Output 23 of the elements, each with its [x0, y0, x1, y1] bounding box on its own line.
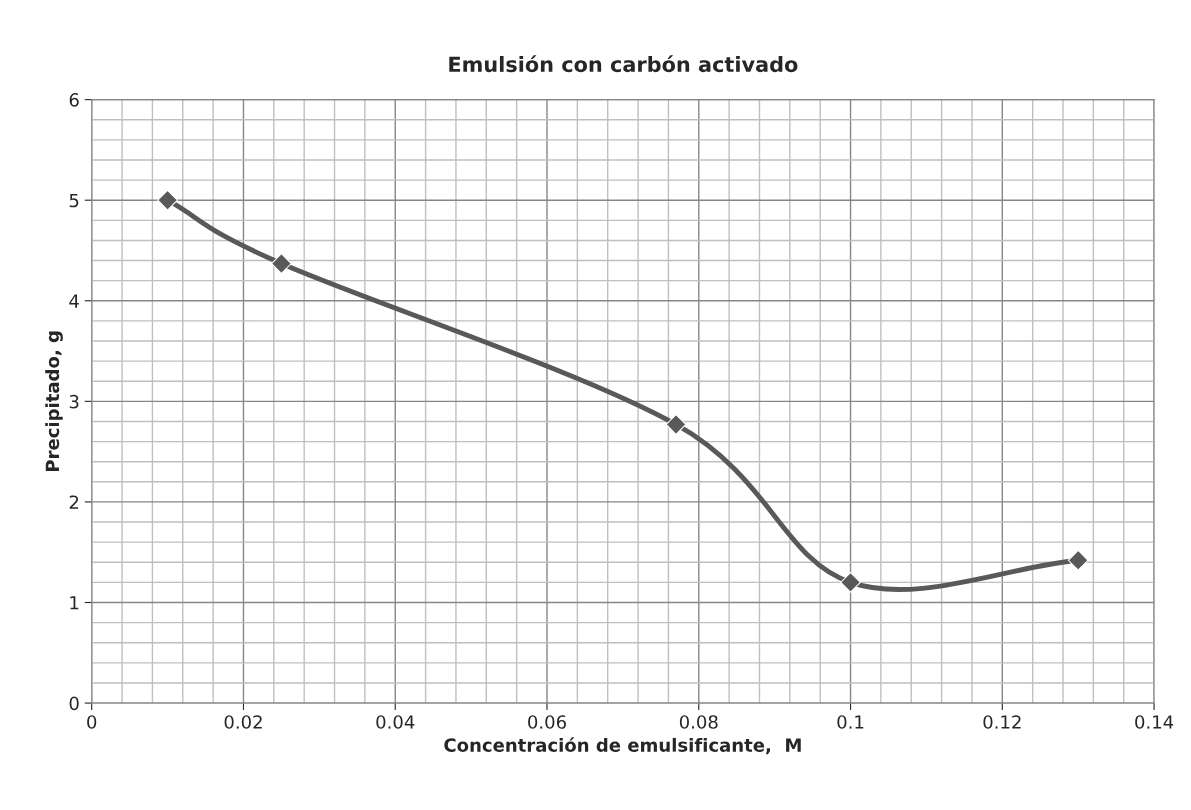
point [840, 572, 861, 593]
x-tick-label: 0.04 [376, 715, 415, 729]
chart-title: Emulsión con carbón activado [449, 55, 798, 73]
y-tick-label: 2 [69, 495, 79, 509]
x-tick-label: 0.06 [528, 715, 566, 729]
x-axis-title: Concentración de emulsificante, M [444, 737, 801, 755]
y-tick-label: 0 [69, 696, 79, 711]
y-tick-label: 4 [69, 294, 79, 308]
x-tick-label: 0.1 [837, 715, 864, 729]
y-tick-label: 6 [69, 93, 79, 107]
y-tick-label: 3 [69, 394, 79, 409]
point [1067, 549, 1089, 571]
point [665, 414, 687, 435]
point [271, 253, 292, 274]
x-tick-label: 0.02 [224, 715, 262, 729]
x-tick-label: 0 [87, 715, 97, 729]
x-tick-label: 0.08 [679, 715, 718, 729]
x-tick-label: 0.14 [1135, 715, 1174, 729]
y-axis-title: Precipitado, g [45, 331, 63, 471]
x-tick-label: 0.12 [983, 715, 1021, 729]
y-tick-label: 1 [70, 596, 79, 610]
point [157, 189, 178, 211]
y-tick-label: 5 [69, 193, 79, 208]
